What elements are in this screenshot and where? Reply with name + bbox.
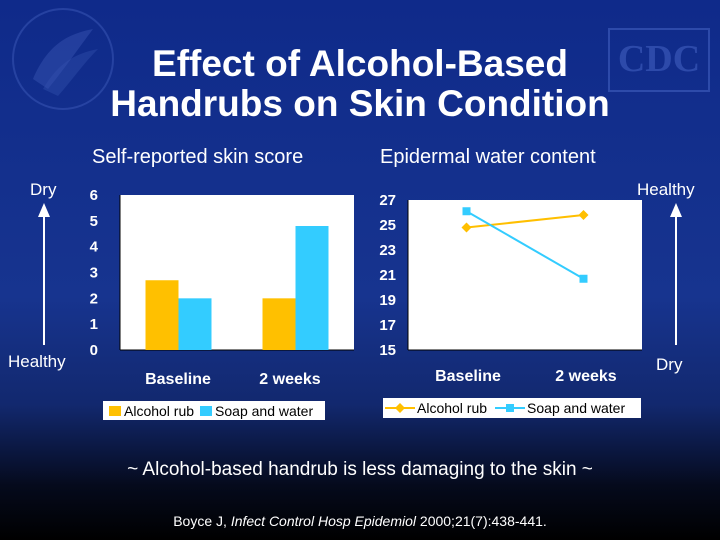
line-chart-title: Epidermal water content (380, 146, 596, 168)
line-category-label: 2 weeks (555, 368, 617, 385)
legend-label: Soap and water (215, 402, 314, 419)
line-y-tick-label: 25 (379, 217, 396, 234)
slide-title: Effect of Alcohol-Based Handrubs on Skin… (0, 44, 720, 124)
hhs-eagle-logo (8, 4, 118, 114)
line-legend: Alcohol rub Soap and water (383, 398, 641, 418)
bar-y-tick-label: 3 (90, 265, 98, 282)
bar-category-label: 2 weeks (259, 371, 321, 388)
legend-label: Alcohol rub (124, 402, 195, 419)
line-top-label: Healthy (637, 180, 695, 199)
title-line-1: Effect of Alcohol-Based (152, 43, 568, 84)
line-plot-area (408, 200, 642, 350)
bar-y-tick-label: 0 (90, 342, 98, 359)
line-y-tick-label: 17 (379, 317, 396, 334)
line-y-tick-label: 27 (379, 192, 396, 209)
line-y-tick-label: 23 (379, 242, 396, 259)
bar-y-tick-label: 2 (90, 290, 98, 307)
line-category-label: Baseline (435, 368, 501, 385)
bar-y-tick-label: 4 (90, 239, 99, 256)
bar-category-label: Baseline (145, 371, 211, 388)
line-y-tick-label: 15 (379, 342, 396, 359)
citation-journal: Infect Control Hosp Epidemiol (230, 513, 417, 529)
legend-label: Soap and water (527, 400, 626, 416)
point-soap-and-water (462, 207, 471, 216)
line-bottom-label: Dry (656, 355, 683, 374)
citation-authors: Boyce J, (173, 513, 231, 529)
bar-top-label: Dry (30, 180, 57, 199)
citation-details: 2000;21(7):438-441. (416, 513, 547, 529)
bar-alcohol-rub (145, 280, 179, 350)
legend-item-alcohol-rub: Alcohol rub (383, 400, 487, 416)
bar-soap-and-water (178, 298, 212, 350)
bar-chart-title: Self-reported skin score (92, 146, 304, 168)
series-line-soap-and-water (466, 210, 584, 280)
legend-swatch (109, 405, 121, 416)
bar-axis-arrow-head (38, 203, 50, 217)
bar-legend: Alcohol rub Soap and water (103, 401, 325, 420)
bar-alcohol-rub (262, 298, 296, 350)
point-alcohol-rub (578, 210, 589, 220)
legend-item-alcohol-rub: Alcohol rub (103, 403, 194, 419)
point-soap-and-water (579, 274, 588, 283)
legend-line-swatch (385, 403, 415, 413)
bar-y-tick-label: 1 (90, 316, 98, 333)
line-y-tick-label: 19 (379, 292, 396, 309)
legend-swatch (200, 405, 213, 416)
title-line-2: Handrubs on Skin Condition (110, 83, 610, 124)
legend-label: Alcohol rub (417, 400, 488, 416)
bar-bottom-label: Healthy (8, 352, 66, 371)
point-alcohol-rub (461, 222, 472, 233)
bar-y-tick-label: 5 (90, 213, 98, 230)
series-line-alcohol-rub (466, 214, 584, 229)
line-axis-arrow-head (670, 203, 682, 217)
line-y-tick-label: 21 (379, 267, 396, 284)
citation: Boyce J, Infect Control Hosp Epidemiol 2… (0, 513, 720, 529)
bar-soap-and-water (295, 226, 329, 350)
bar-y-tick-label: 6 (90, 187, 98, 204)
cdc-logo: CDC (608, 28, 710, 92)
legend-line-swatch (495, 404, 526, 412)
legend-item-soap-and-water: Soap and water (200, 403, 313, 419)
tagline: ~ Alcohol-based handrub is less damaging… (127, 459, 593, 480)
legend-item-soap-and-water: Soap and water (493, 400, 625, 416)
